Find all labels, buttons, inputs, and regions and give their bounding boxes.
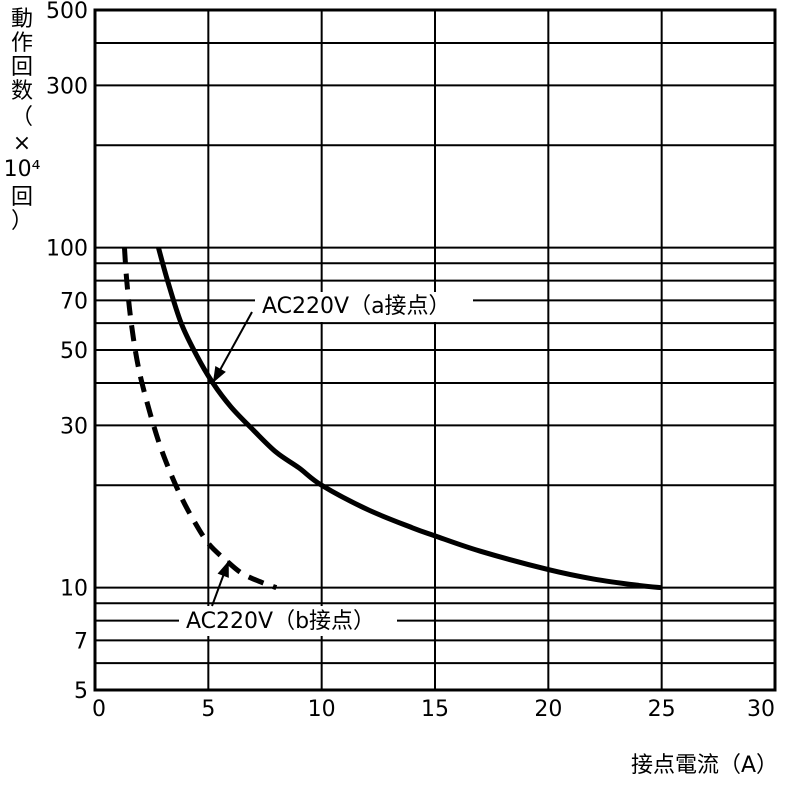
y-axis-label-char: ） (11, 209, 33, 234)
y-axis-label-char: 作 (11, 31, 33, 56)
x-tick-label: 30 (747, 697, 775, 722)
annotation-arrowhead (217, 560, 229, 578)
y-tick-label: 500 (46, 0, 88, 24)
gridlines (95, 10, 775, 690)
x-tick-labels: 0 5 10 15 20 25 30 (92, 697, 775, 722)
x-tick-label: 20 (534, 697, 562, 722)
annotations-group: AC220V（a接点） AC220V（b接点） (179, 292, 473, 636)
x-tick-label: 5 (201, 697, 215, 722)
y-tick-label: 5 (74, 679, 88, 704)
y-axis-label-char: （ (11, 105, 33, 130)
x-tick-label: 15 (421, 697, 449, 722)
y-tick-label: 30 (60, 414, 88, 439)
y-axis-label-char: 回 (11, 185, 33, 210)
series-group (121, 246, 662, 591)
annotation-label-bg (179, 606, 397, 636)
y-tick-label: 7 (74, 629, 88, 654)
x-tick-label: 0 (92, 697, 106, 722)
y-tick-labels: 5 7 10 30 50 70 100 300 500 (46, 0, 88, 704)
annotation-label-bg (255, 292, 473, 322)
y-tick-label: 10 (60, 577, 88, 602)
y-axis-label-char: × (13, 131, 31, 156)
y-axis-label-char: 数 (11, 79, 33, 104)
series-line-b-contact (121, 247, 278, 591)
x-tick-label: 10 (308, 697, 336, 722)
x-axis-label: 接点電流（A） (631, 753, 778, 778)
y-tick-label: 70 (60, 289, 88, 314)
y-tick-label: 50 (60, 339, 88, 364)
plot-frame (93, 8, 777, 692)
series-line-a-contact (156, 246, 662, 591)
y-axis-label-char: 動 (11, 7, 33, 32)
annotation-label: AC220V（b接点） (186, 609, 375, 634)
y-tick-label: 100 (46, 237, 88, 262)
x-tick-label: 25 (648, 697, 676, 722)
annotation-label: AC220V（a接点） (262, 294, 451, 319)
y-axis-label-char: 回 (11, 55, 33, 80)
annotation-arrowhead (212, 366, 226, 383)
y-axis-label-char: 10⁴ (4, 157, 41, 182)
y-tick-label: 300 (46, 74, 88, 99)
